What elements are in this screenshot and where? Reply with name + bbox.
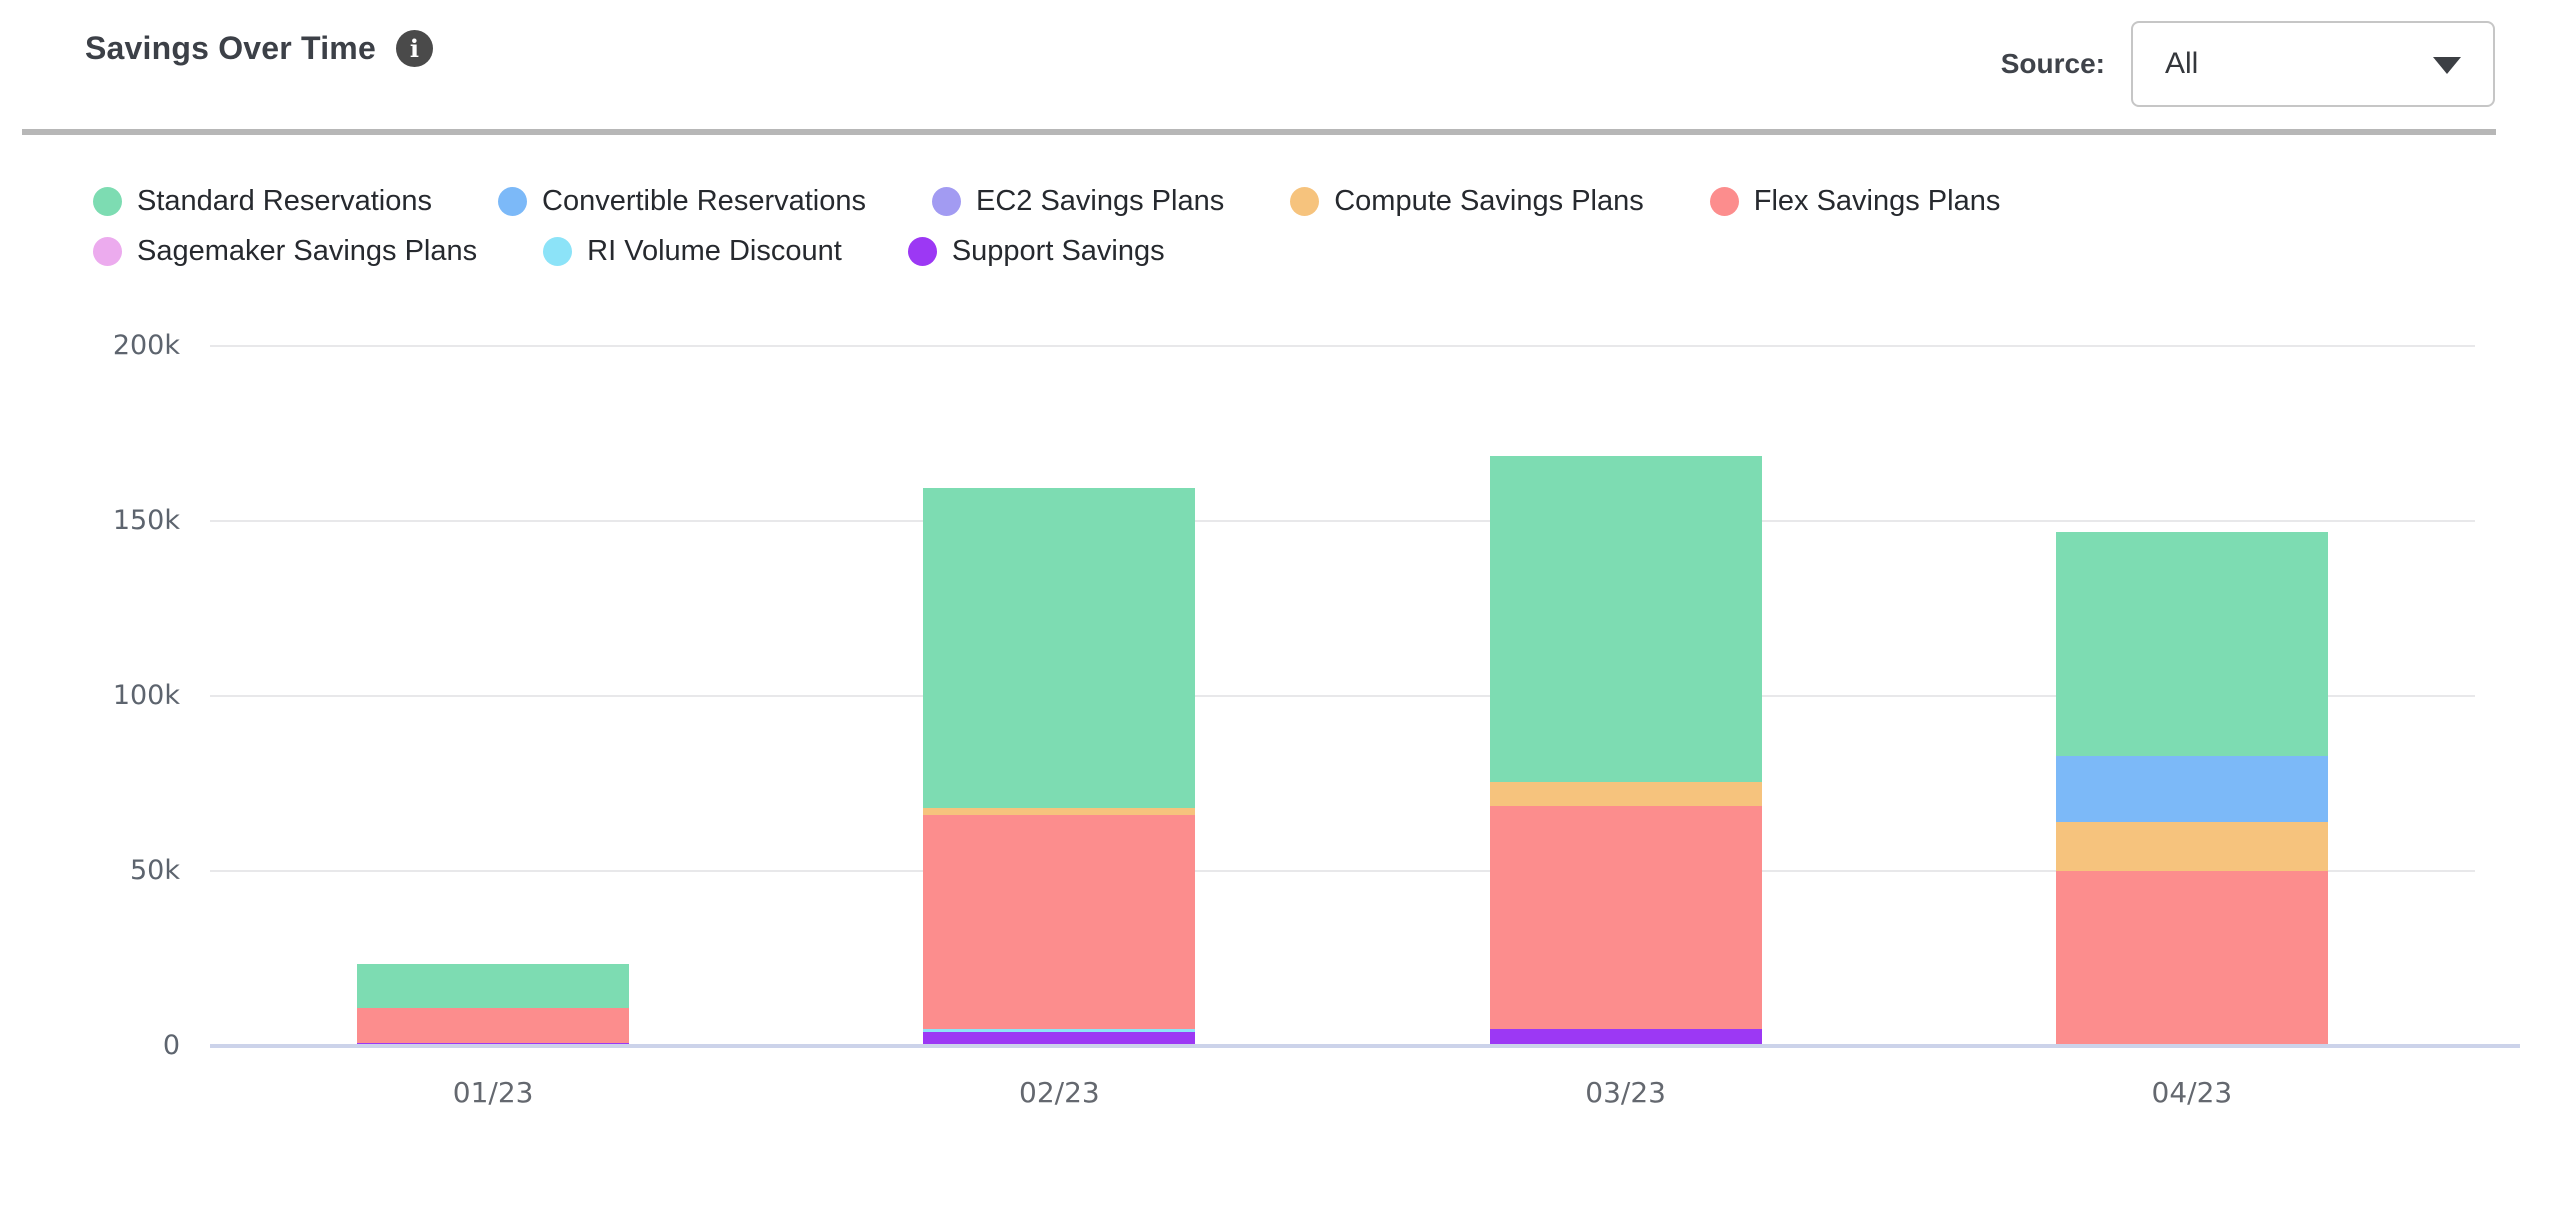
info-icon[interactable]: i (395, 29, 433, 67)
source-dropdown[interactable]: All (2131, 21, 2495, 107)
legend-dot-icon (93, 186, 122, 216)
legend-item-label: EC2 Savings Plans (975, 184, 1225, 217)
bar-02-23-compute-savings-plans[interactable] (923, 808, 1196, 815)
gridline-100k (210, 695, 2475, 697)
chevron-down-icon (2433, 57, 2461, 74)
source-selected-value: All (2165, 47, 2199, 80)
bar-03-23-standard-reservations[interactable] (1489, 456, 1762, 782)
x-axis-tick-label: 01/23 (452, 1076, 534, 1109)
legend-item-flex-savings-plans[interactable]: Flex Savings Plans (1709, 176, 2001, 226)
bar-01-23-flex-savings-plans[interactable] (357, 1007, 630, 1043)
legend-dot-icon (543, 236, 573, 266)
bar-02-23-ri-volume-discount[interactable] (923, 1028, 1196, 1032)
header-divider (22, 129, 2496, 135)
x-axis-line (210, 1044, 2520, 1048)
legend-item-ec2-savings-plans[interactable]: EC2 Savings Plans (931, 176, 1225, 226)
legend-item-label: Sagemaker Savings Plans (137, 234, 478, 267)
x-axis-tick-label: 02/23 (1019, 1076, 1100, 1109)
y-axis-tick-label: 150k (112, 505, 180, 536)
bar-02-23-flex-savings-plans[interactable] (923, 815, 1196, 1029)
y-axis-tick-label: 0 (162, 1030, 180, 1061)
bar-04-23-convertible-reservations[interactable] (2055, 755, 2328, 822)
legend-item-support-savings[interactable]: Support Savings (907, 226, 1165, 276)
legend-item-label: Convertible Reservations (542, 184, 866, 217)
gridline-150k (210, 520, 2475, 522)
legend-item-convertible-reservations[interactable]: Convertible Reservations (498, 176, 866, 226)
legend-item-label: RI Volume Discount (587, 234, 842, 267)
legend-dot-icon (1290, 186, 1320, 216)
chart-legend: Standard Reservations Convertible Reserva… (93, 176, 2013, 276)
legend-dot-icon (907, 236, 937, 266)
x-axis-tick-label: 03/23 (1585, 1076, 1666, 1109)
source-control: Source: All (2001, 20, 2495, 108)
bar-02-23-standard-reservations[interactable] (923, 487, 1196, 808)
x-axis-tick-label: 04/23 (2151, 1076, 2233, 1109)
bar-04-23-standard-reservations[interactable] (2055, 531, 2328, 756)
y-axis-tick-label: 50k (130, 855, 180, 886)
y-axis-tick-label: 100k (112, 680, 180, 711)
legend-dot-icon (93, 236, 122, 266)
bar-02-23-support-savings[interactable] (923, 1032, 1196, 1046)
bar-04-23-flex-savings-plans[interactable] (2055, 871, 2328, 1046)
gridline-50k (210, 870, 2475, 872)
legend-dot-icon (498, 186, 527, 216)
page-title: Savings Over Time (85, 29, 376, 66)
source-label: Source: (2000, 48, 2105, 79)
bar-04-23-compute-savings-plans[interactable] (2055, 822, 2328, 871)
bar-03-23-compute-savings-plans[interactable] (1489, 781, 1762, 807)
y-axis-tick-label: 200k (112, 330, 180, 361)
title-wrap: Savings Over Time i (85, 0, 433, 96)
bar-01-23-standard-reservations[interactable] (357, 963, 630, 1008)
legend-item-label: Standard Reservations (137, 184, 432, 217)
legend-item-sagemaker-savings-plans[interactable]: Sagemaker Savings Plans (93, 226, 477, 276)
bar-03-23-support-savings[interactable] (1489, 1028, 1762, 1046)
legend-item-label: Flex Savings Plans (1753, 184, 2001, 217)
legend-item-label: Compute Savings Plans (1334, 184, 1644, 217)
legend-item-ri-volume-discount[interactable]: RI Volume Discount (543, 226, 842, 276)
gridline-200k (210, 345, 2475, 347)
chart-header: Savings Over Time i Source: All (0, 0, 2562, 130)
legend-dot-icon (1709, 186, 1739, 216)
legend-item-compute-savings-plans[interactable]: Compute Savings Plans (1290, 176, 1644, 226)
bar-03-23-flex-savings-plans[interactable] (1489, 806, 1762, 1029)
legend-item-label: Support Savings (951, 234, 1165, 267)
legend-dot-icon (931, 186, 961, 216)
legend-item-standard-reservations[interactable]: Standard Reservations (93, 176, 432, 226)
